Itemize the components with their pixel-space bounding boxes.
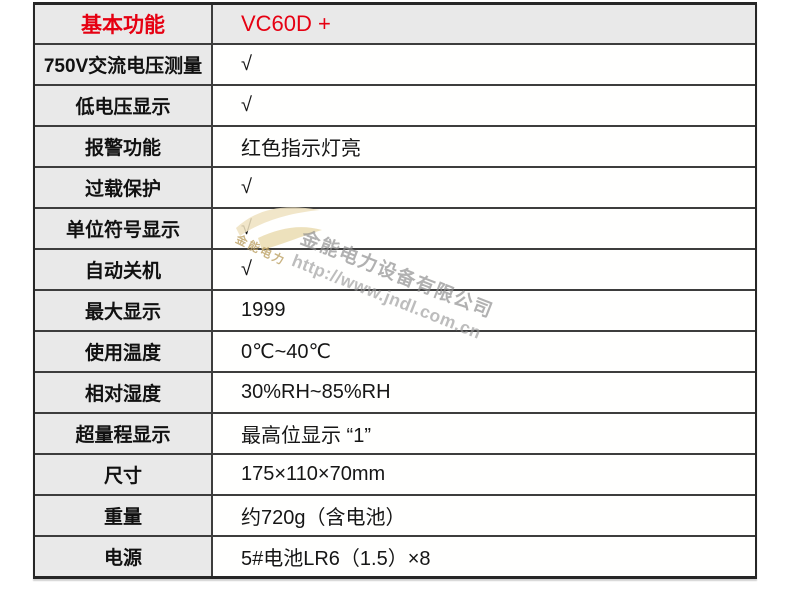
spec-label-cell: 电源	[35, 537, 213, 576]
spec-label-cell: 尺寸	[35, 455, 213, 494]
spec-label-cell: 报警功能	[35, 127, 213, 166]
header-model-cell: VC60D +	[213, 5, 755, 43]
spec-label-cell: 使用温度	[35, 332, 213, 371]
spec-label-cell: 超量程显示	[35, 414, 213, 453]
spec-label-cell: 自动关机	[35, 250, 213, 289]
spec-value-cell: 30%RH~85%RH	[213, 373, 755, 412]
table-row: 相对湿度 30%RH~85%RH	[35, 373, 755, 414]
spec-value-cell: √	[213, 209, 755, 248]
spec-value-cell: 1999	[213, 291, 755, 330]
table-row: 低电压显示 √	[35, 86, 755, 127]
table-row: 超量程显示 最高位显示 “1”	[35, 414, 755, 455]
spec-value-cell: √	[213, 250, 755, 289]
spec-value-cell: 0℃~40℃	[213, 332, 755, 371]
spec-table: 基本功能 VC60D + 750V交流电压测量 √ 低电压显示 √ 报警功能 红…	[33, 2, 757, 579]
spec-value-cell: 5#电池LR6（1.5）×8	[213, 537, 755, 576]
spec-label-cell: 最大显示	[35, 291, 213, 330]
header-feature-cell: 基本功能	[35, 5, 213, 43]
table-row: 使用温度 0℃~40℃	[35, 332, 755, 373]
spec-value-cell: 红色指示灯亮	[213, 127, 755, 166]
spec-value-cell: 175×110×70mm	[213, 455, 755, 494]
spec-value-cell: 约720g（含电池）	[213, 496, 755, 535]
table-row: 自动关机 √	[35, 250, 755, 291]
table-row: 尺寸 175×110×70mm	[35, 455, 755, 496]
spec-label-cell: 重量	[35, 496, 213, 535]
table-row: 750V交流电压测量 √	[35, 45, 755, 86]
table-row: 过载保护 √	[35, 168, 755, 209]
table-row: 单位符号显示 √	[35, 209, 755, 250]
spec-label-cell: 过载保护	[35, 168, 213, 207]
spec-value-cell: 最高位显示 “1”	[213, 414, 755, 453]
table-row: 报警功能 红色指示灯亮	[35, 127, 755, 168]
spec-value-cell: √	[213, 86, 755, 125]
table-row: 重量 约720g（含电池）	[35, 496, 755, 537]
spec-label-cell: 相对湿度	[35, 373, 213, 412]
spec-label-cell: 750V交流电压测量	[35, 45, 213, 84]
table-header-row: 基本功能 VC60D +	[35, 5, 755, 45]
spec-label-cell: 单位符号显示	[35, 209, 213, 248]
table-row: 电源 5#电池LR6（1.5）×8	[35, 537, 755, 576]
table-row: 最大显示 1999	[35, 291, 755, 332]
spec-value-cell: √	[213, 45, 755, 84]
spec-value-cell: √	[213, 168, 755, 207]
spec-label-cell: 低电压显示	[35, 86, 213, 125]
